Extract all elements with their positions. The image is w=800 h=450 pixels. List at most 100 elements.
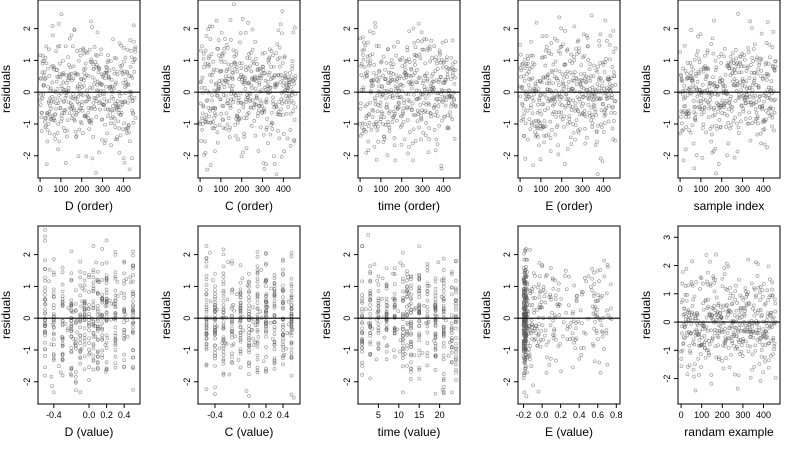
data-point — [384, 77, 388, 81]
data-point — [78, 270, 83, 274]
data-point — [454, 362, 458, 367]
data-point — [363, 122, 367, 126]
data-point — [613, 82, 618, 87]
data-point — [255, 62, 259, 66]
data-point — [449, 321, 454, 326]
y-tick-label: -1 — [342, 346, 352, 354]
data-point — [43, 76, 48, 81]
data-point — [546, 48, 551, 53]
data-point — [758, 298, 763, 302]
data-point — [111, 104, 115, 109]
data-point — [738, 54, 743, 59]
data-point — [130, 99, 135, 103]
data-point — [58, 75, 63, 79]
plot-frame — [357, 0, 461, 179]
data-point — [438, 96, 443, 101]
data-point — [391, 62, 396, 67]
data-point — [738, 308, 743, 313]
data-point — [606, 93, 610, 98]
data-point — [243, 76, 247, 81]
data-point — [222, 46, 227, 51]
data-point — [719, 105, 723, 110]
data-point — [108, 110, 113, 115]
data-point — [423, 96, 428, 101]
data-point — [374, 157, 379, 162]
data-point — [52, 116, 56, 121]
data-point — [373, 102, 378, 107]
data-point — [272, 356, 277, 361]
data-point — [112, 86, 116, 91]
x-tick-label: 300 — [415, 184, 430, 194]
data-point — [241, 150, 245, 155]
data-point — [281, 295, 285, 299]
data-point — [687, 343, 692, 348]
data-point — [417, 125, 422, 130]
data-point — [602, 86, 606, 91]
data-point — [272, 273, 277, 277]
data-point — [713, 146, 718, 151]
data-point — [85, 88, 89, 93]
data-point — [520, 103, 525, 107]
data-point — [567, 120, 572, 125]
data-point — [92, 45, 97, 49]
data-point — [227, 84, 232, 88]
data-point — [91, 299, 96, 304]
data-point — [708, 259, 712, 264]
data-point — [80, 108, 85, 113]
data-point — [698, 287, 702, 291]
data-point — [595, 69, 600, 74]
data-point — [691, 337, 696, 342]
data-point — [256, 149, 261, 153]
data-point — [739, 343, 744, 347]
data-point — [407, 130, 412, 134]
data-point — [530, 65, 534, 69]
data-point — [751, 303, 756, 308]
data-point — [528, 86, 532, 91]
data-point — [429, 114, 433, 119]
data-point — [547, 363, 552, 367]
data-point — [394, 73, 399, 78]
data-point — [267, 60, 271, 65]
data-point — [588, 62, 593, 66]
data-point — [556, 83, 561, 87]
data-point — [771, 352, 775, 357]
data-point — [739, 64, 744, 69]
data-point — [65, 128, 70, 133]
data-point — [753, 309, 757, 313]
x-tick-label: 200 — [74, 184, 89, 194]
data-point — [598, 76, 603, 81]
data-point — [66, 86, 71, 90]
data-point — [688, 61, 693, 65]
data-point — [696, 99, 701, 104]
data-point — [417, 353, 422, 358]
data-point — [390, 120, 395, 124]
data-point — [440, 40, 445, 45]
data-point — [423, 108, 427, 113]
data-point — [389, 87, 394, 92]
data-point — [374, 357, 379, 362]
data-point — [454, 367, 458, 372]
data-point — [405, 363, 409, 368]
data-point — [571, 365, 575, 370]
data-point — [521, 114, 525, 119]
data-point — [533, 130, 537, 135]
data-point — [550, 311, 554, 315]
data-point — [80, 103, 84, 108]
data-point — [427, 137, 431, 141]
data-point — [213, 291, 217, 296]
data-point — [608, 282, 613, 287]
data-point — [44, 116, 48, 121]
data-point — [523, 121, 528, 126]
data-point — [537, 96, 542, 101]
data-point — [219, 59, 224, 64]
data-point — [69, 271, 74, 276]
data-point — [241, 328, 245, 333]
data-point — [121, 127, 125, 131]
data-point — [421, 131, 426, 135]
data-point — [204, 117, 208, 122]
data-point — [77, 86, 82, 91]
data-point — [410, 86, 414, 91]
